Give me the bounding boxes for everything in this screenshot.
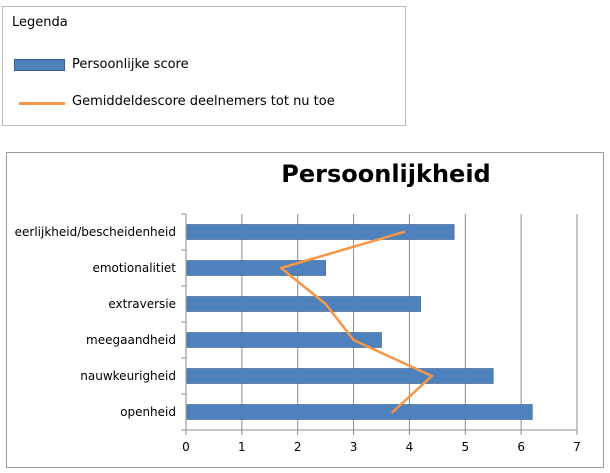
- x-tick-label-1: 1: [238, 440, 246, 454]
- chart-frame: [6, 152, 604, 468]
- x-tick-label-3: 3: [350, 440, 358, 454]
- bar-4: [186, 368, 494, 384]
- average-score-point-4: [430, 374, 433, 378]
- category-label-5: openheid: [120, 405, 176, 419]
- bar-5: [186, 404, 533, 420]
- average-score-point-2: [324, 302, 327, 306]
- label-layer: eerlijkheid/bescheidenheid emotionalitiet…: [15, 225, 581, 454]
- bar-1: [186, 260, 326, 276]
- x-tick-label-4: 4: [406, 440, 414, 454]
- x-tick-label-7: 7: [573, 440, 581, 454]
- chart-title: Persoonlijkheid: [281, 160, 491, 188]
- grid-layer: [181, 213, 578, 435]
- bar-2: [186, 296, 421, 312]
- average-score-point-0: [402, 230, 406, 234]
- bar-layer: [186, 224, 533, 420]
- category-label-4: nauwkeurigheid: [80, 369, 176, 383]
- category-label-1: emotionalitiet: [92, 261, 176, 275]
- average-score-point-5: [391, 410, 394, 414]
- legend-label-average-score: Gemiddeldescore deelnemers tot nu toe: [72, 94, 335, 109]
- category-label-3: meegaandheid: [86, 333, 176, 347]
- x-tick-label-2: 2: [294, 440, 302, 454]
- legend-bar-swatch: [14, 59, 65, 71]
- line-layer: [279, 230, 434, 414]
- average-score-line: [279, 230, 434, 414]
- bar-0: [186, 224, 455, 240]
- legend-box: Legenda Persoonlijke score Gemiddeldesco…: [2, 6, 406, 126]
- average-score-point-1: [279, 266, 283, 270]
- legend-title: Legenda: [12, 15, 68, 30]
- bar-3: [186, 332, 382, 348]
- legend-label-personal-score: Persoonlijke score: [72, 57, 189, 72]
- x-tick-label-0: 0: [182, 440, 190, 454]
- category-label-2: extraversie: [108, 297, 176, 311]
- x-tick-label-6: 6: [517, 440, 525, 454]
- category-label-0: eerlijkheid/bescheidenheid: [15, 225, 176, 239]
- legend-line-swatch: [19, 102, 65, 105]
- x-tick-label-5: 5: [461, 440, 469, 454]
- average-score-point-3: [352, 338, 355, 342]
